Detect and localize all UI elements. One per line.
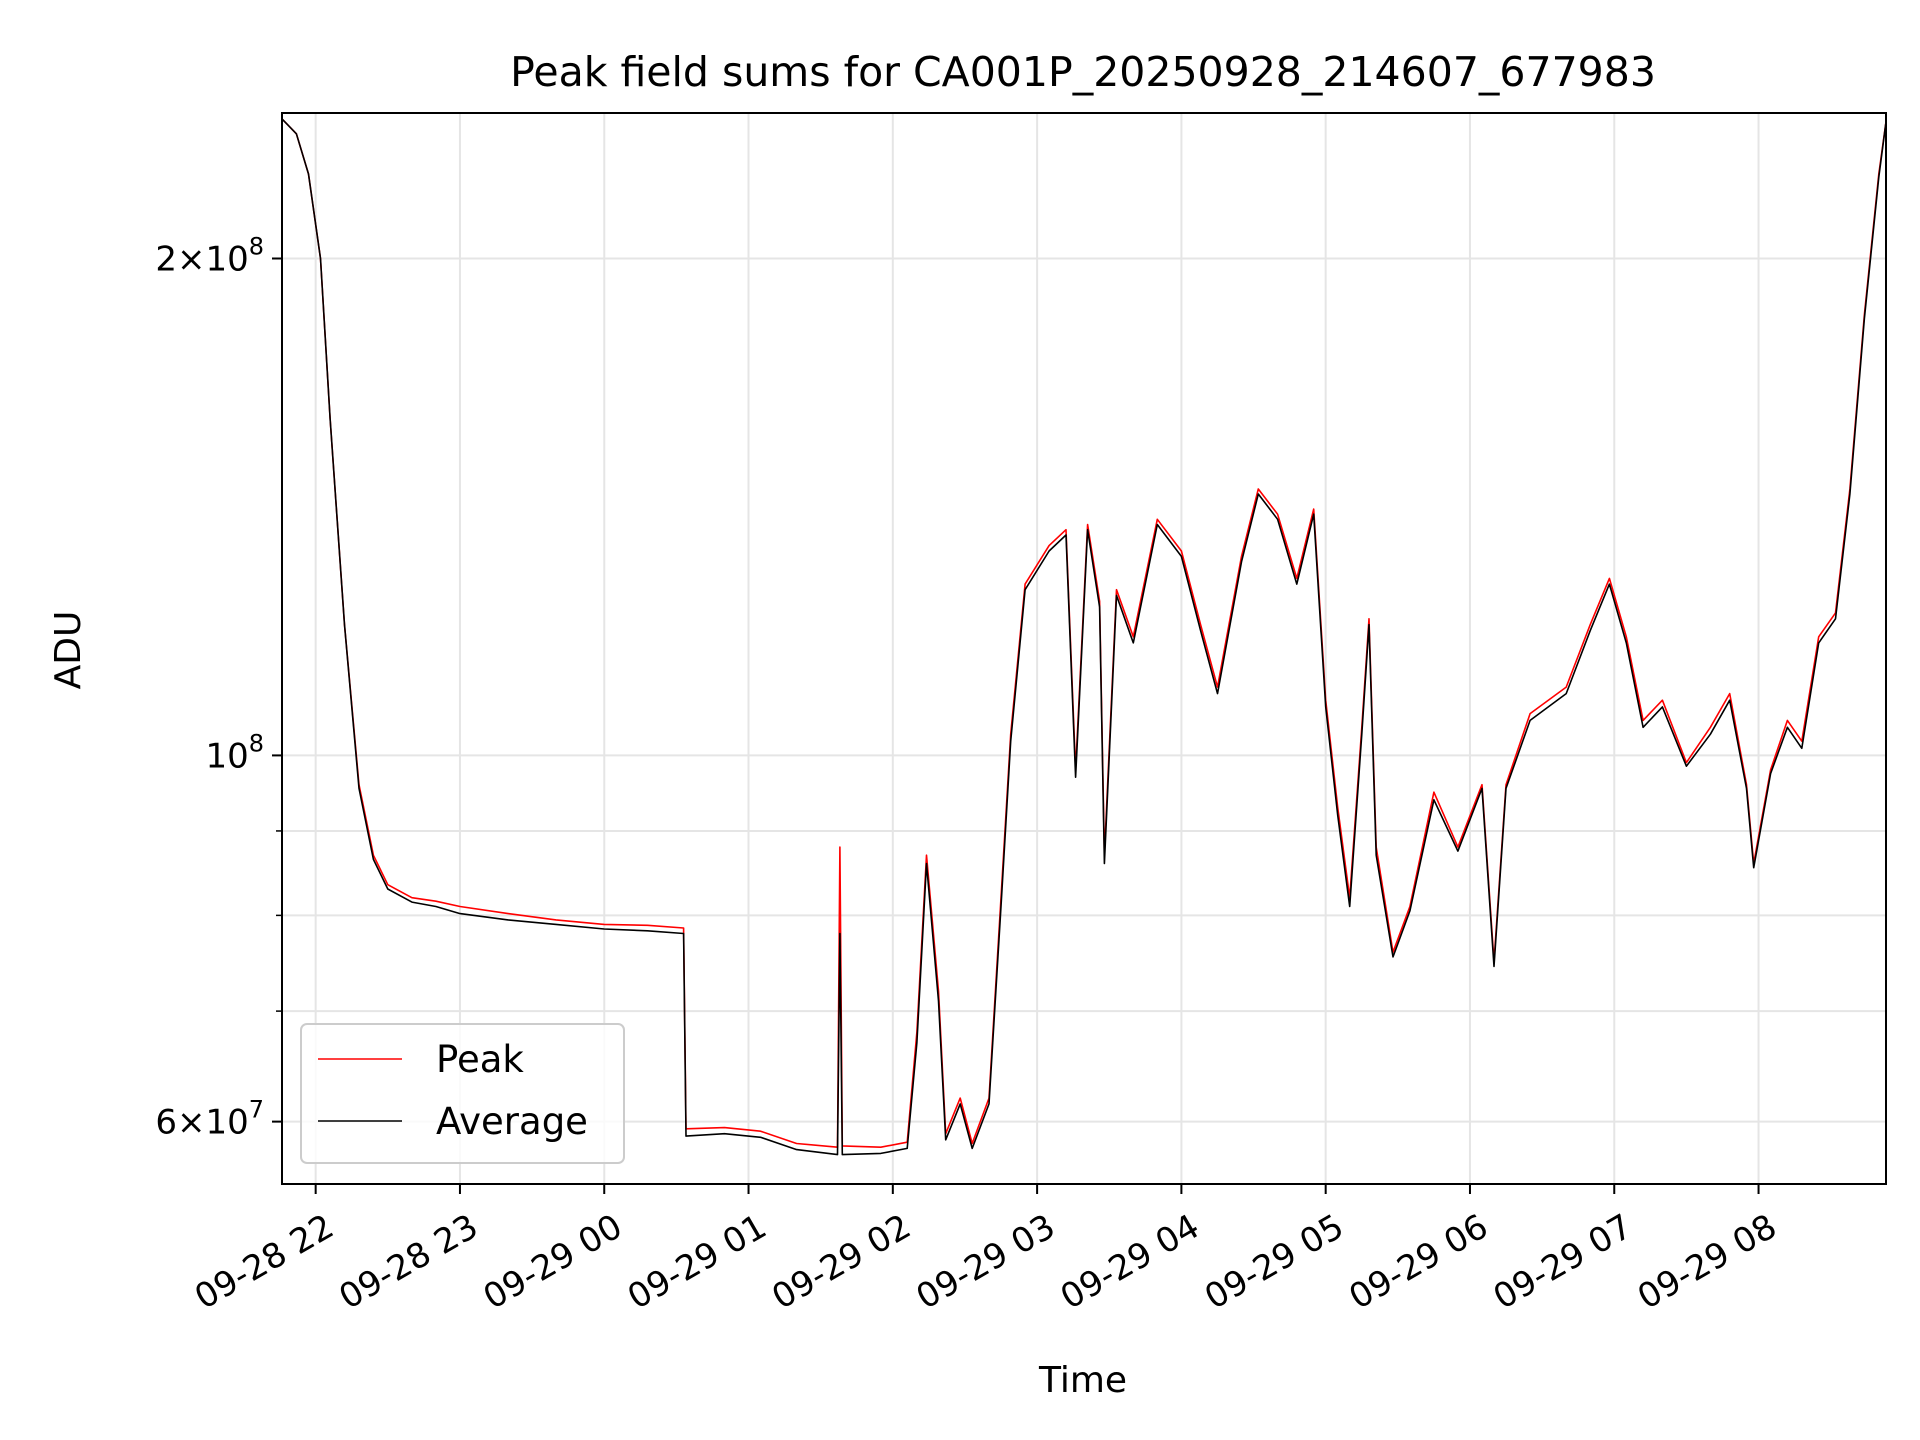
legend-label-peak: Peak: [436, 1038, 524, 1081]
legend: Peak Average: [300, 1023, 625, 1164]
y-tick-label: 108: [205, 729, 264, 776]
series-line-average: [281, 118, 1887, 1156]
y-tick-label: 6×107: [155, 1096, 264, 1143]
y-axis-label: ADU: [48, 611, 89, 690]
plot-frame: [281, 112, 1887, 1185]
series-layer: [281, 118, 1887, 1156]
y-tick-label: 2×108: [155, 232, 264, 279]
x-axis-label: Time: [1038, 1360, 1127, 1401]
chart-title: Peak field sums for CA001P_20250928_2146…: [510, 48, 1656, 96]
y-axis: 6×107 108 2×108: [155, 232, 282, 1143]
series-line-peak: [281, 118, 1887, 1148]
legend-label-average: Average: [436, 1100, 588, 1143]
